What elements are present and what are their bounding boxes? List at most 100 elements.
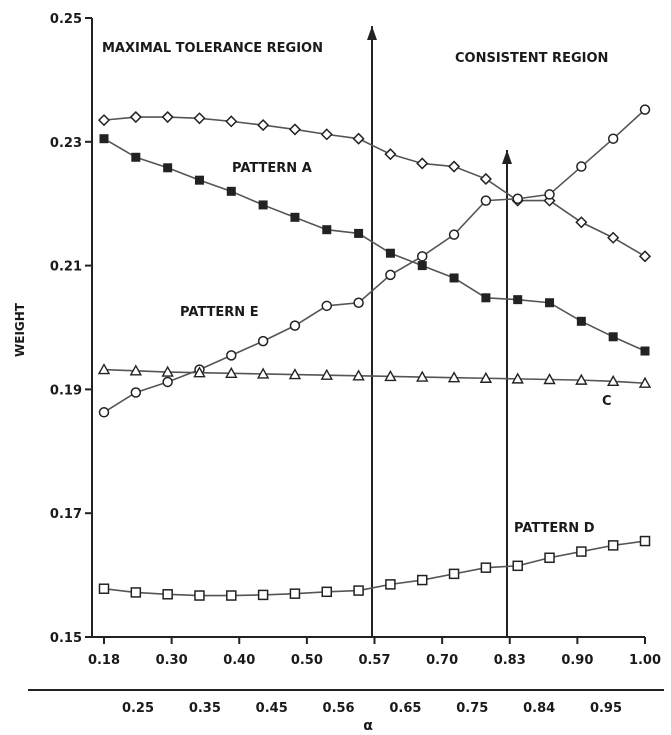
series-line [103,109,646,413]
data-point [193,366,206,378]
region-label-maximal-tolerance: MAXIMAL TOLERANCE REGION [102,41,323,56]
data-point [226,350,237,361]
data-point [97,363,111,375]
y-tick-label: 0.21 [50,260,82,275]
data-point [129,110,142,124]
data-point [575,373,588,385]
data-point [353,585,364,596]
data-point [638,376,652,388]
pattern-c-label: C [602,394,612,409]
series-line [103,138,646,352]
pattern-a-label: PATTERN A [232,161,312,176]
data-point [544,552,555,564]
data-point [97,114,111,127]
data-point [99,134,109,144]
data-point [448,568,460,580]
data-point [289,588,301,599]
data-point [194,590,205,601]
data-point [385,579,396,590]
data-point [289,320,301,331]
data-point [225,115,238,128]
data-point [225,366,238,379]
data-point [480,195,492,206]
pattern-d-label: PATTERN D [514,521,595,536]
data-point [480,562,492,573]
data-point [384,369,397,382]
data-point [607,540,619,551]
data-point [447,371,461,383]
region-divider-left-arrow [367,26,377,40]
y-tick-label: 0.15 [50,631,82,646]
x-tick-label-top: 0.40 [223,653,255,668]
data-point [607,133,619,144]
data-point [321,300,333,312]
data-point [544,189,555,200]
data-point [290,212,300,222]
data-point [640,346,650,356]
data-point [257,335,269,347]
x-tick-label-top: 0.83 [494,653,526,668]
series-line [103,368,646,385]
y-tick-label: 0.25 [50,12,82,27]
series-square [98,535,651,601]
x-tick-label-top: 0.57 [358,653,390,668]
data-point [639,104,651,115]
data-point [543,373,556,385]
data-point [639,535,651,547]
series-triangle [97,363,652,388]
x-tick-label-bottom: 0.56 [323,701,355,716]
data-point [513,295,523,305]
data-point [385,248,395,258]
data-point [129,364,143,376]
data-point [545,298,555,308]
data-point [575,216,588,229]
y-axis-title: WEIGHT [13,302,27,357]
data-point [321,586,333,598]
series-filled-square [99,134,650,356]
region-label-consistent: CONSISTENT REGION [455,51,608,66]
data-point [98,583,110,594]
data-point [479,371,493,383]
data-point [162,589,173,600]
x-tick-label-bottom: 0.45 [256,701,288,716]
data-point [576,316,586,326]
data-point [416,251,428,262]
data-point [162,376,173,388]
x-tick-label-top: 0.30 [156,653,188,668]
region-divider-right-arrow [502,150,512,164]
data-point [131,152,141,162]
x-axis-title: α [363,718,373,734]
data-point [448,229,460,240]
data-point [447,160,461,173]
x-tick-label-bottom: 0.65 [389,701,421,716]
data-point [416,574,428,586]
y-tick-label: 0.23 [50,136,82,151]
data-point [416,157,429,170]
data-point [257,119,270,132]
y-tick-label: 0.19 [50,383,82,398]
series-circle [98,104,651,418]
series-diamond [97,110,652,263]
data-point [161,365,174,377]
data-point [607,231,620,244]
series-line [103,540,646,597]
x-tick-label-bottom: 0.25 [122,701,154,716]
data-point [417,261,427,271]
data-point [322,225,332,235]
data-point [385,269,396,281]
data-point [98,407,110,418]
data-point [352,369,365,381]
data-point [479,172,492,186]
data-point [384,148,397,161]
data-point [512,560,523,572]
x-tick-label-bottom: 0.95 [590,701,622,716]
x-tick-label-bottom: 0.84 [523,701,555,716]
data-point [576,546,587,557]
x-tick-label-bottom: 0.75 [456,701,488,716]
data-point [193,112,206,125]
series-layer [97,104,652,601]
data-point [163,163,173,173]
x-tick-label-top: 0.70 [426,653,458,668]
data-point [257,589,269,601]
axes: 0.15 0.17 0.19 0.21 0.23 0.25 0.18 0.30 0.40 0.50… [28,12,664,716]
